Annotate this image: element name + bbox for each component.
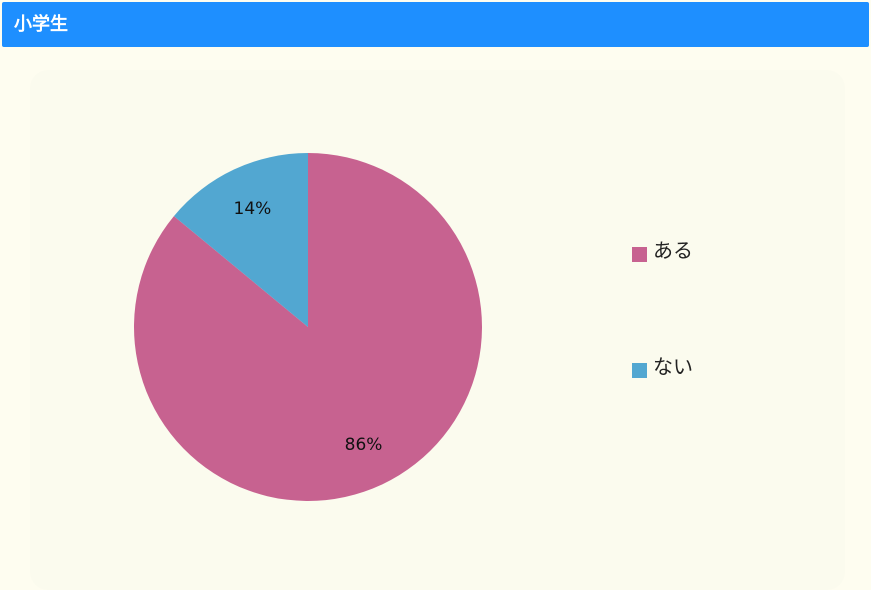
legend-swatch bbox=[632, 247, 647, 262]
legend-label: ある bbox=[653, 239, 693, 263]
data-label: 86% bbox=[345, 435, 383, 455]
header-title: 小学生 bbox=[2, 2, 869, 47]
pie-slice bbox=[173, 153, 308, 327]
legend-swatch bbox=[632, 363, 647, 378]
data-label: 14% bbox=[234, 199, 272, 219]
legend-label: ない bbox=[653, 355, 693, 379]
